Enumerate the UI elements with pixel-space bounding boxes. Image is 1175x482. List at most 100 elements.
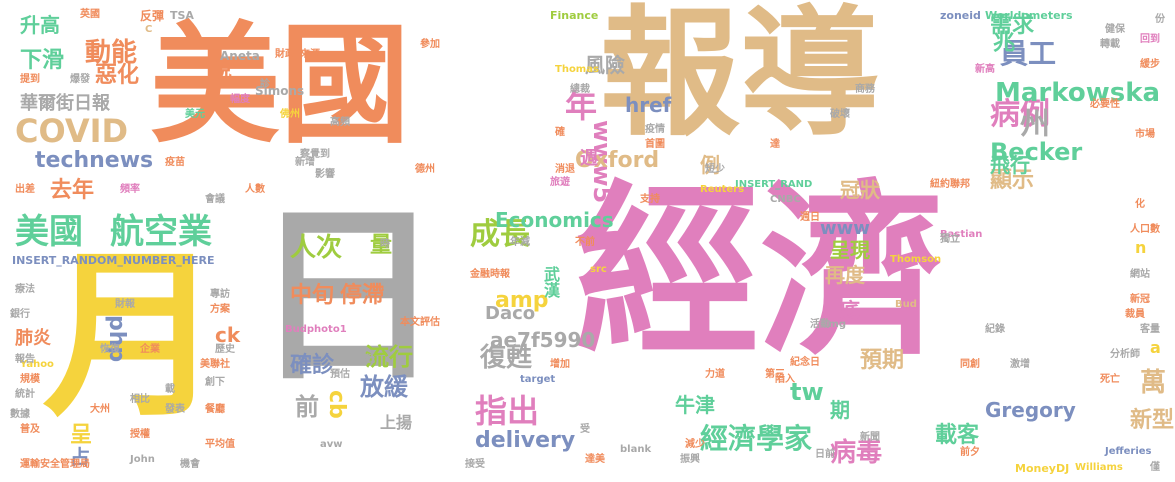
- word-191: 緩步: [1140, 59, 1160, 70]
- word-26: 員工: [1000, 37, 1057, 70]
- word-34: Oxford: [575, 148, 660, 173]
- word-41: 華爾街日報: [20, 93, 110, 114]
- word-186: 僅: [1150, 462, 1160, 473]
- word-125: 德州: [415, 164, 435, 175]
- word-171: 發表: [165, 404, 185, 415]
- word-19: 成長: [470, 217, 530, 252]
- word-195: 週日: [800, 212, 820, 223]
- word-2: 經濟: [575, 164, 945, 380]
- word-39: 下滑: [20, 48, 65, 73]
- word-21: 復甦: [480, 343, 533, 373]
- word-78: Aneta: [220, 49, 260, 63]
- word-42: 說: [210, 58, 233, 83]
- word-159: 預估: [330, 369, 350, 380]
- word-106: 回到: [1140, 34, 1160, 45]
- word-28: Markowska: [995, 78, 1161, 108]
- word-71: Simons: [255, 84, 305, 98]
- word-14: 確診: [290, 353, 335, 378]
- word-98: C: [145, 24, 153, 35]
- word-115: 美元: [185, 109, 205, 120]
- word-75: Finance: [550, 9, 599, 22]
- word-172: 大州: [90, 404, 110, 415]
- word-37: php: [104, 315, 129, 363]
- word-96: a: [1150, 338, 1161, 357]
- word-190: 第三: [765, 369, 785, 380]
- word-169: 相比: [130, 394, 150, 405]
- word-160: 紀念日: [790, 357, 820, 368]
- word-168: 規模: [20, 374, 40, 385]
- word-7: technews: [35, 148, 154, 173]
- word-10: 人次: [290, 233, 343, 263]
- word-69: 呈: [70, 423, 93, 448]
- word-67: 肺炎: [15, 328, 51, 349]
- word-48: tw: [790, 378, 824, 406]
- word-110: 幅度: [230, 94, 250, 105]
- word-113: 轉載: [1100, 39, 1120, 50]
- word-178: 運輸安全管理局: [20, 459, 90, 470]
- word-50: 預期: [860, 348, 905, 373]
- word-63: 底: [840, 298, 860, 322]
- word-68: ck: [215, 323, 241, 347]
- word-181: 減少: [685, 439, 705, 450]
- word-132: 旅遊: [550, 177, 570, 188]
- word-44: 飛行: [990, 153, 1030, 177]
- word-74: Worldometers: [985, 9, 1073, 22]
- word-51: 牛津: [675, 393, 715, 417]
- word-149: 新冠: [1130, 294, 1150, 305]
- word-76: zoneid: [940, 9, 981, 22]
- word-90: MoneyDJ: [1015, 462, 1070, 475]
- word-73: INSERT_RAND: [735, 179, 813, 190]
- word-148: 紀錄: [985, 324, 1005, 335]
- word-8: 美國: [15, 212, 83, 252]
- word-84: Bud: [895, 299, 917, 310]
- word-131: 會議: [205, 194, 225, 205]
- word-91: Budphoto1: [285, 324, 347, 335]
- word-150: 裁員: [1125, 309, 1145, 320]
- word-89: Williams: [1075, 462, 1123, 473]
- word-72: INSERT_RANDOM_NUMBER_HERE: [12, 254, 215, 267]
- word-23: delivery: [475, 428, 576, 453]
- word-45: 州: [1020, 107, 1050, 142]
- word-187: 日前: [815, 449, 835, 460]
- word-126: 消退: [555, 164, 575, 175]
- word-92: target: [520, 374, 556, 385]
- word-144: 時: [380, 239, 390, 250]
- word-135: 獨立: [940, 234, 960, 245]
- word-120: 市場: [1135, 129, 1155, 140]
- word-122: 新增: [295, 157, 315, 168]
- word-87: John: [130, 454, 155, 465]
- word-139: 金融時報: [470, 269, 510, 280]
- word-6: COVID: [15, 112, 129, 150]
- word-175: 普及: [20, 424, 40, 435]
- word-109: 診: [260, 79, 270, 90]
- word-24: 經濟學家: [700, 422, 813, 455]
- word-121: 疫苗: [165, 157, 185, 168]
- word-82: Bastian: [940, 229, 983, 240]
- word-65: 上揚: [380, 413, 413, 432]
- word-94: avw: [320, 439, 343, 450]
- word-66: 升高: [20, 13, 60, 37]
- word-17: 放緩: [360, 373, 408, 401]
- word-30: 病毒: [830, 438, 883, 468]
- word-32: 年: [565, 87, 598, 125]
- word-173: 數據: [10, 409, 30, 420]
- word-22: amp: [495, 288, 549, 313]
- word-57: www: [820, 218, 870, 239]
- word-134: 紐約聯邦: [930, 179, 970, 190]
- word-182: 達美: [585, 454, 605, 465]
- word-35: Economics: [495, 208, 614, 232]
- word-142: 專訪: [210, 289, 230, 300]
- word-15: 流行: [365, 343, 413, 371]
- word-176: 授權: [130, 429, 150, 440]
- word-146: 評估: [420, 317, 440, 328]
- word-164: 死亡: [1100, 374, 1120, 385]
- word-170: 統計: [15, 389, 35, 400]
- word-137: 網站: [1130, 269, 1150, 280]
- word-184: 前夕: [960, 447, 980, 458]
- word-107: 提到: [20, 74, 40, 85]
- word-127: 短少: [705, 164, 725, 175]
- word-161: 陷入: [775, 374, 795, 385]
- word-119: 破壞: [830, 109, 850, 120]
- word-151: 客量: [1140, 324, 1160, 335]
